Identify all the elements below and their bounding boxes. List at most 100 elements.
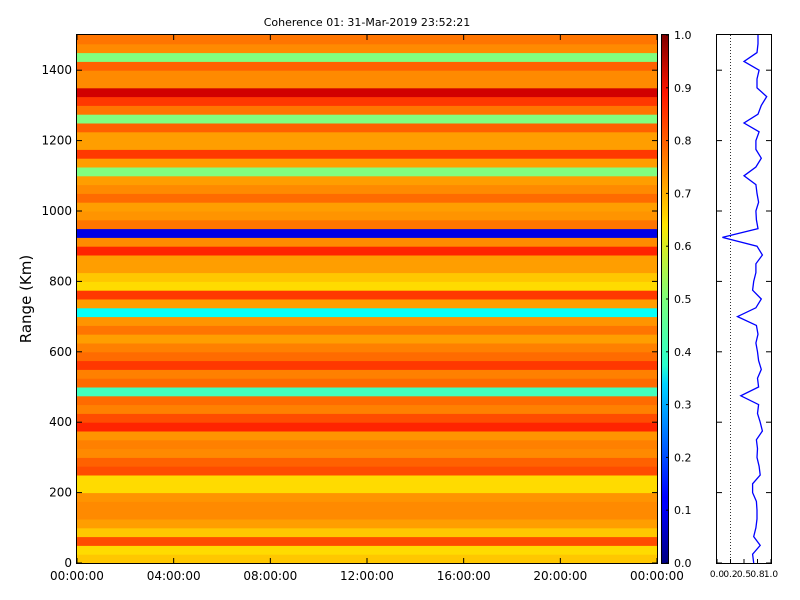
heatmap-cell <box>77 501 658 511</box>
heatmap-cell <box>77 422 658 432</box>
colorbar-tick-label: 0.5 <box>674 293 692 306</box>
heatmap-cell <box>77 448 658 458</box>
heatmap-cell <box>77 316 658 326</box>
colorbar-tick-label: 1.0 <box>674 29 692 42</box>
heatmap-cell <box>77 334 658 344</box>
heatmap-cell <box>77 167 658 177</box>
heatmap-cell <box>77 193 658 203</box>
heatmap-cell <box>77 360 658 370</box>
heatmap-cell <box>77 369 658 379</box>
chart-title: Coherence 01: 31-Mar-2019 23:52:21 <box>264 16 471 29</box>
heatmap-cell <box>77 123 658 133</box>
heatmap-plot: 00:00:00 04:00:00 08:00:00 12:00:00 16:00:00… <box>17 34 684 583</box>
x-tick-label: 08:00:00 <box>243 569 297 583</box>
heatmap-cell <box>77 175 658 186</box>
y-tick-label: 1000 <box>41 204 72 218</box>
colorbar-tick-label: 0.7 <box>674 187 692 200</box>
heatmap-y-axis: 0 200 400 600 800 1000 1200 1400 <box>41 63 657 570</box>
heatmap-cell <box>77 228 658 238</box>
heatmap-cell <box>77 307 658 318</box>
heatmap-cell <box>77 140 658 150</box>
heatmap-cell <box>77 70 658 80</box>
colorbar-tick-label: 0.4 <box>674 346 692 359</box>
y-axis-label: Range (Km) <box>17 255 35 343</box>
heatmap-cell <box>77 545 658 555</box>
heatmap-cell <box>77 536 658 546</box>
heatmap-cell <box>77 510 658 520</box>
heatmap-cell <box>77 483 658 494</box>
x-tick-label: 20:00:00 <box>533 569 587 583</box>
colorbar-tick-label: 0.6 <box>674 240 692 253</box>
heatmap-cell <box>77 325 658 335</box>
heatmap-cell <box>77 457 658 467</box>
heatmap-cell <box>77 87 658 98</box>
x-tick-label: 12:00:00 <box>340 569 394 583</box>
heatmap-cell <box>77 272 658 282</box>
profile-x-tick-label: 0.2 <box>723 570 737 580</box>
heatmap-cell <box>77 131 658 142</box>
heatmap-cell <box>77 527 658 538</box>
heatmap-cell <box>77 219 658 230</box>
heatmap-x-axis: 00:00:00 04:00:00 08:00:00 12:00:00 16:00:00… <box>50 35 684 583</box>
heatmap-cell <box>77 281 658 291</box>
x-tick-label: 00:00:00 <box>50 569 104 583</box>
range-profile-plot: 0.0 0.2 0.5 0.8 1.0 <box>710 34 779 580</box>
heatmap-cell <box>77 246 658 256</box>
heatmap-cell <box>77 378 658 388</box>
y-tick-label: 1400 <box>41 63 72 77</box>
x-tick-label: 00:00:00 <box>630 569 684 583</box>
y-tick-label: 1200 <box>41 134 72 148</box>
heatmap-cell <box>77 149 658 159</box>
heatmap-cell <box>77 351 658 362</box>
heatmap-cell <box>77 290 658 300</box>
heatmap-cell <box>77 299 658 309</box>
x-tick-label: 16:00:00 <box>437 569 491 583</box>
y-tick-label: 400 <box>49 415 72 429</box>
heatmap-cell <box>77 184 658 194</box>
heatmap-cell <box>77 413 658 423</box>
colorbar-axis: 0.0 0.1 0.2 0.3 0.4 0.5 0.6 0.7 0.8 0.9 1.0 <box>666 29 692 570</box>
profile-series-line <box>722 35 768 564</box>
heatmap-cell <box>77 237 658 247</box>
colorbar-tick-label: 0.0 <box>674 557 692 570</box>
heatmap-cell <box>77 466 658 476</box>
heatmap-cell <box>77 404 658 414</box>
profile-x-tick-label: 0.8 <box>750 570 765 580</box>
profile-x-axis: 0.0 0.2 0.5 0.8 1.0 <box>710 559 779 580</box>
heatmap-cell <box>77 475 658 485</box>
heatmap-cell <box>77 255 658 265</box>
heatmap-cell <box>77 431 658 441</box>
heatmap-cell <box>77 519 658 529</box>
heatmap-cell <box>77 114 658 124</box>
heatmap-cell <box>77 96 658 106</box>
profile-x-tick-label: 0.0 <box>710 570 725 580</box>
heatmap-cell <box>77 61 658 71</box>
heatmap-cell <box>77 387 658 397</box>
heatmap-cell <box>77 43 658 54</box>
profile-x-tick-label: 0.5 <box>737 570 751 580</box>
heatmap-cell <box>77 158 658 168</box>
y-tick-label: 600 <box>49 345 72 359</box>
y-tick-label: 800 <box>49 274 72 288</box>
profile-y-axis <box>717 69 771 564</box>
profile-frame <box>716 34 772 564</box>
heatmap-cells <box>77 35 658 564</box>
heatmap-cell <box>77 211 658 221</box>
heatmap-cell <box>77 202 658 212</box>
heatmap-cell <box>77 492 658 502</box>
heatmap-cell <box>77 52 658 62</box>
colorbar-tick-label: 0.3 <box>674 399 692 412</box>
heatmap-cell <box>77 263 658 274</box>
profile-x-tick-label: 1.0 <box>764 570 779 580</box>
y-tick-label: 200 <box>49 486 72 500</box>
heatmap-cell <box>77 79 658 89</box>
heatmap-cell <box>77 105 658 115</box>
colorbar-tick-label: 0.1 <box>674 504 692 517</box>
heatmap-cell <box>77 439 658 450</box>
colorbar-tick-label: 0.8 <box>674 135 692 148</box>
heatmap-cell <box>77 395 658 406</box>
x-tick-label: 04:00:00 <box>147 569 201 583</box>
colorbar-tick-label: 0.9 <box>674 82 692 95</box>
colorbar: 0.0 0.1 0.2 0.3 0.4 0.5 0.6 0.7 0.8 0.9 1.0 <box>661 29 692 570</box>
